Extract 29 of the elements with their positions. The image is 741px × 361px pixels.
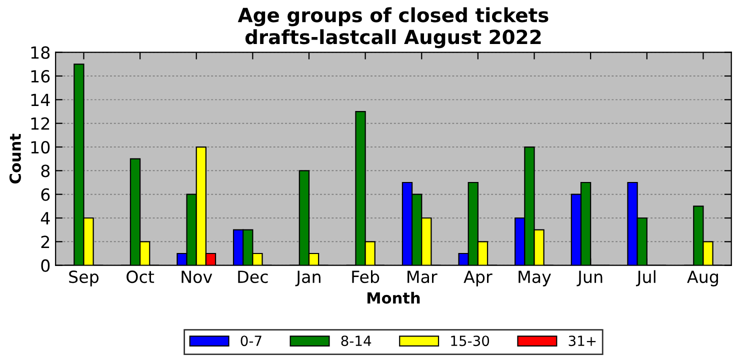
legend-label: 0-7 (240, 336, 262, 346)
y-tick-label: 8 (41, 164, 50, 178)
x-tick-label: Jun (576, 270, 602, 286)
legend-label: 15-30 (451, 336, 490, 346)
x-tick-label: Sep (69, 270, 99, 286)
x-tick-label: Aug (687, 270, 718, 286)
x-axis-title: Month (368, 292, 420, 304)
y-tick-label: 10 (31, 140, 50, 154)
y-axis-title: Count (9, 134, 21, 184)
legend-label: 31+ (568, 336, 596, 346)
x-tick-label: May (518, 270, 551, 286)
legend-label: 8-14 (341, 336, 372, 346)
chart-title: Age groups of closed tickets drafts-lastcall August 2022 (238, 7, 548, 48)
y-tick-label: 18 (31, 46, 50, 59)
y-tick-label: 4 (40, 212, 50, 224)
y-tick-label: 12 (31, 117, 50, 130)
y-tick-label: 16 (31, 70, 50, 83)
x-tick-label: Jul (636, 270, 656, 286)
x-tick-label: Feb (352, 270, 380, 284)
x-tick-label: Oct (126, 270, 154, 284)
x-tick-label: Jan (295, 270, 320, 286)
x-tick-label: Apr (464, 270, 492, 286)
y-tick-label: 14 (31, 94, 50, 106)
y-tick-label: 6 (41, 188, 50, 201)
x-tick-label: Dec (238, 270, 268, 284)
x-tick-label: Mar (408, 270, 438, 284)
y-tick-label: 2 (41, 236, 50, 248)
y-tick-label: 0 (41, 259, 50, 272)
x-tick-label: Nov (182, 270, 212, 284)
